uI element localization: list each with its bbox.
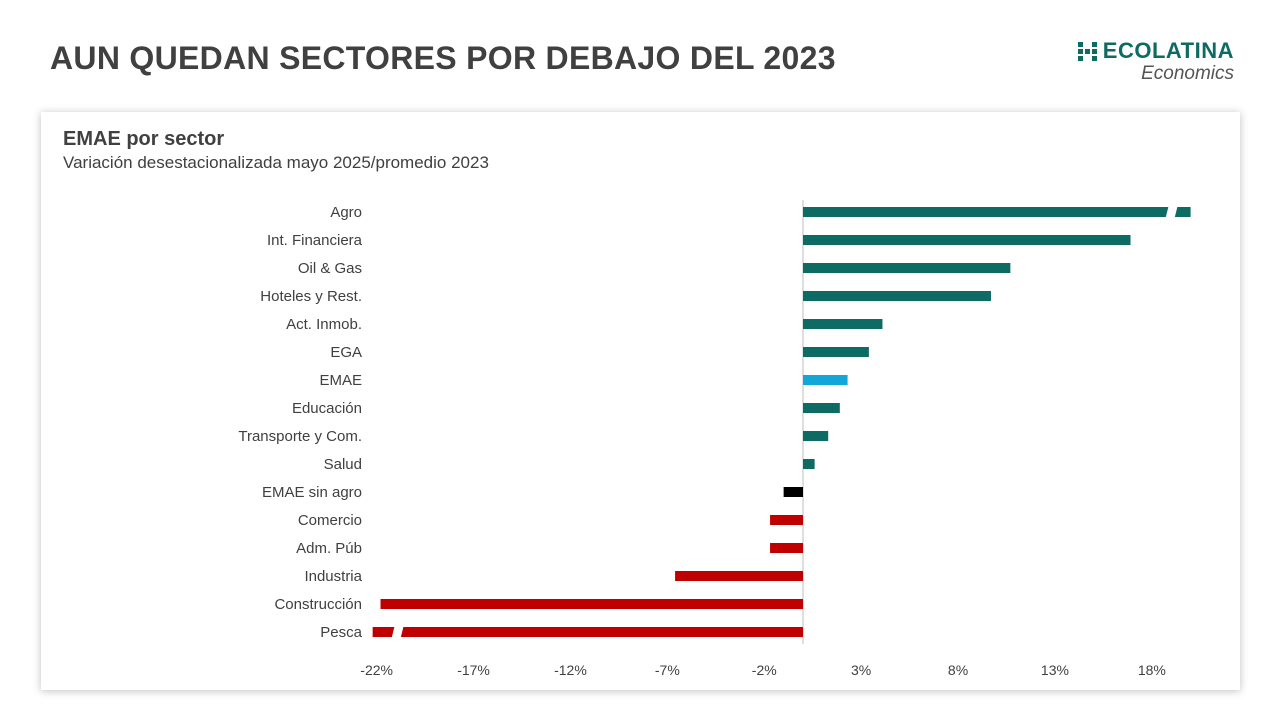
x-tick-label: -7% [655,662,680,678]
category-label-salud: Salud [324,456,362,473]
chart-title: EMAE por sector [63,128,225,150]
category-label-transporte-y-com: Transporte y Com. [238,428,362,445]
category-label-int-financiera: Int. Financiera [267,232,363,249]
x-tick-label: -2% [752,662,777,678]
bar-agro [803,207,1191,217]
bar-hoteles-y-rest [803,291,991,301]
x-tick-label: 3% [851,662,871,678]
bar-educacion [803,403,840,413]
bar-adm-pub [770,543,803,553]
category-label-hoteles-y-rest: Hoteles y Rest. [260,288,362,305]
x-tick-label: 13% [1041,662,1069,678]
axis-break-pesca [391,626,404,638]
x-tick-label: 18% [1138,662,1166,678]
category-label-act-inmob: Act. Inmob. [286,316,362,333]
category-label-educacion: Educación [292,400,362,417]
category-label-emae: EMAE [319,372,362,389]
bar-pesca [372,627,803,637]
bar-act-inmob [803,319,883,329]
bar-int-financiera [803,235,1131,245]
x-tick-label: -22% [360,662,393,678]
bar-salud [803,459,815,469]
category-label-ega: EGA [330,344,362,361]
category-label-adm-pub: Adm. Púb [296,540,362,557]
x-tick-label: -17% [457,662,490,678]
x-tick-label: 8% [948,662,968,678]
logo-name: ECOLATINA [1102,38,1234,63]
bar-chart: Agro Int. Financiera Oil & Gas Hoteles y Re… [238,200,1191,678]
category-label-construccion: Construcción [274,596,362,613]
category-label-emae-sin-agro: EMAE sin agro [262,484,362,501]
bar-comercio [770,515,803,525]
bar-industria [675,571,803,581]
bar-oil-gas [803,263,1011,273]
bar-emae [803,375,848,385]
logo-subtitle: Economics [1141,63,1234,84]
bar-emae-sin-agro [783,487,803,497]
bar-construccion [380,599,803,609]
logo-grid-icon [1077,41,1097,61]
chart-subtitle: Variación desestacionalizada mayo 2025/p… [63,153,489,172]
bar-transporte-y-com [803,431,829,441]
page-title: AUN QUEDAN SECTORES POR DEBAJO DEL 2023 [50,40,836,76]
category-label-pesca: Pesca [320,624,362,641]
x-tick-label: -12% [554,662,587,678]
chart-card: EMAE por sector Variación desestacionali… [41,112,1240,690]
category-label-industria: Industria [304,568,362,585]
ecolatina-logo: ECOLATINA Economics [1077,38,1234,85]
category-label-comercio: Comercio [298,512,362,529]
category-label-agro: Agro [330,204,362,221]
category-label-oil-gas: Oil & Gas [298,260,362,277]
axis-break-agro [1165,206,1178,218]
bar-ega [803,347,869,357]
